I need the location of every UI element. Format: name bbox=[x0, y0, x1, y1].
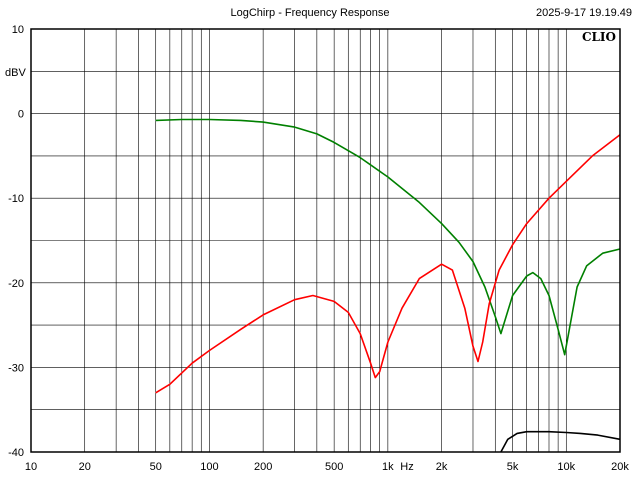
y-tick-label: -10 bbox=[8, 193, 24, 205]
y-tick-label: 10 bbox=[12, 24, 24, 36]
brand-logo: CLIO bbox=[582, 30, 616, 44]
x-tick-label: 1k bbox=[382, 461, 394, 473]
x-tick-label: 50 bbox=[150, 461, 162, 473]
series-line-2 bbox=[155, 134, 621, 394]
x-tick-label: 2k bbox=[436, 461, 448, 473]
y-axis-label: dBV bbox=[5, 67, 26, 79]
x-tick-label: 200 bbox=[254, 461, 272, 473]
y-tick-label: -30 bbox=[8, 362, 24, 374]
y-tick-label: -20 bbox=[8, 278, 24, 290]
x-tick-label: 100 bbox=[200, 461, 218, 473]
y-tick-labels: 10 0 -10 -20 -30 -40 bbox=[8, 24, 24, 459]
plot-frame bbox=[30, 28, 621, 453]
chart-timestamp: 2025-9-17 19.19.49 bbox=[536, 7, 632, 19]
plot-grid bbox=[30, 28, 621, 453]
series-group bbox=[155, 118, 621, 453]
x-tick-label: 500 bbox=[325, 461, 343, 473]
y-tick-label: -40 bbox=[8, 447, 24, 459]
x-tick-label: 5k bbox=[507, 461, 519, 473]
series-line-3 bbox=[500, 430, 621, 453]
x-tick-label: 10k bbox=[557, 461, 575, 473]
x-tick-labels: 10 20 50 100 200 500 1k 2k 5k 10k 20k bbox=[25, 461, 629, 473]
y-tick-label: 0 bbox=[18, 109, 24, 121]
x-tick-label: 20k bbox=[611, 461, 629, 473]
x-axis-label: Hz bbox=[400, 461, 413, 473]
x-tick-label: 20 bbox=[79, 461, 91, 473]
x-tick-label: 10 bbox=[25, 461, 37, 473]
chart-title: LogChirp - Frequency Response bbox=[231, 7, 390, 19]
